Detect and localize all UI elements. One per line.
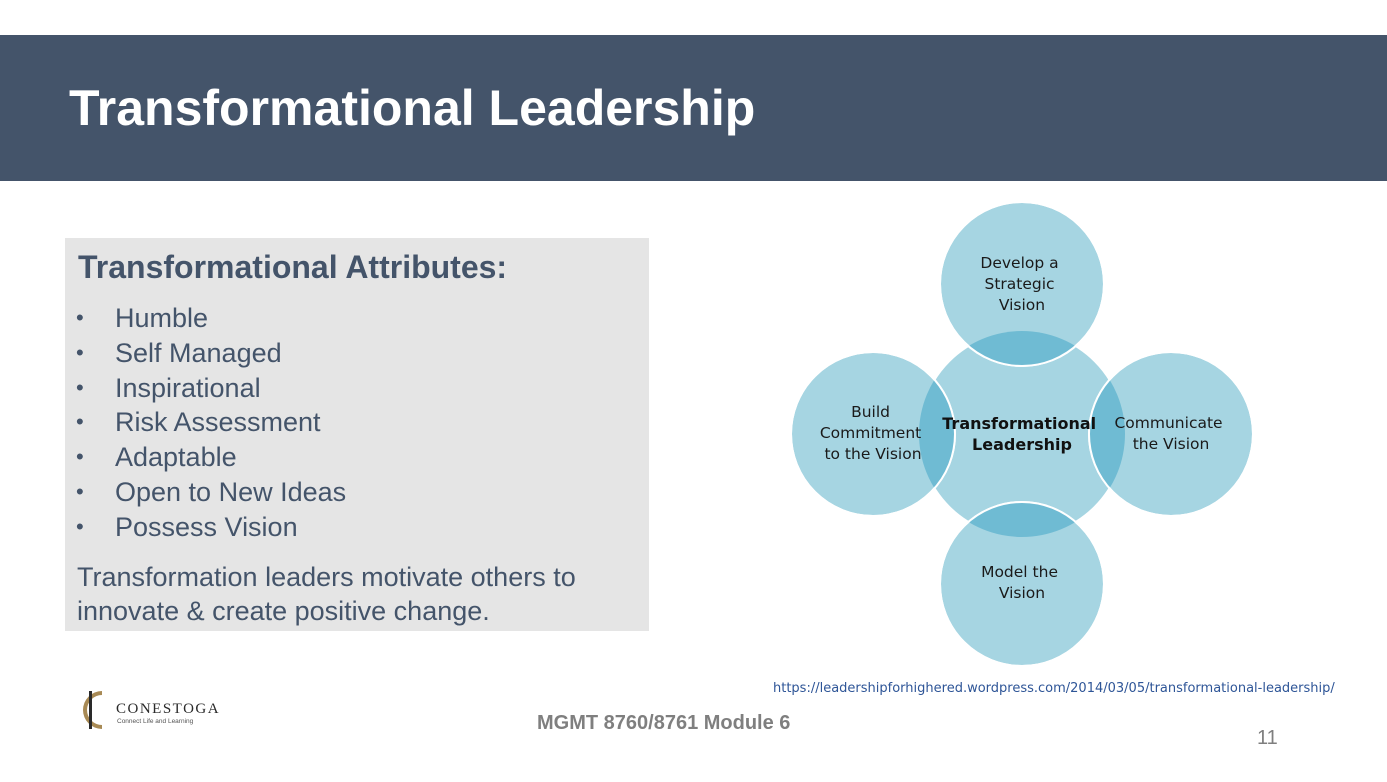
- list-item: • Risk Assessment: [76, 405, 346, 440]
- bullet-icon: •: [76, 339, 84, 365]
- title-bar: [0, 35, 1387, 181]
- page-number: 11: [1257, 727, 1278, 749]
- list-item-label: Humble: [115, 303, 209, 333]
- list-item-label: Inspirational: [115, 372, 261, 403]
- logo-mark-icon: [82, 691, 102, 729]
- bullet-icon: •: [76, 444, 84, 470]
- logo-wordmark: CONESTOGA: [116, 701, 221, 717]
- attributes-heading: Transformational Attributes:: [78, 249, 508, 285]
- bullet-icon: •: [76, 374, 84, 400]
- bullet-icon: •: [76, 478, 84, 504]
- list-item-label: Risk Assessment: [115, 407, 321, 438]
- list-item: • Adaptable: [76, 440, 346, 475]
- bullet-icon: •: [76, 513, 84, 539]
- bullet-icon: •: [76, 305, 84, 330]
- list-item: • Inspirational: [76, 371, 346, 406]
- attributes-panel: [65, 238, 649, 631]
- source-link[interactable]: https://leadershipforhighered.wordpress.…: [773, 681, 1335, 696]
- list-item-label: Possess Vision: [115, 511, 298, 542]
- top-label: Develop a Strategic Vision: [980, 254, 1063, 314]
- footer-course-label: MGMT 8760/8761 Module 6: [537, 712, 791, 734]
- attributes-summary: Transformation leaders motivate others t…: [77, 562, 576, 626]
- list-item: • Humble: [76, 301, 346, 336]
- leadership-cycle-diagram: Transformational Leadership Develop a St…: [790, 201, 1254, 667]
- right-label: Communicate the Vision: [1114, 414, 1227, 453]
- bottom-label: Model the Vision: [981, 563, 1063, 602]
- attributes-list: • Humble • Self Managed • Inspirational • Ri…: [76, 301, 346, 545]
- list-item-label: Adaptable: [115, 442, 237, 473]
- left-label: Build Commitment to the Vision: [820, 403, 926, 463]
- bullet-icon: •: [76, 409, 84, 435]
- list-item: • Open to New Ideas: [76, 475, 346, 510]
- list-item-label: Self Managed: [115, 337, 282, 368]
- conestoga-logo: [82, 691, 102, 729]
- list-item-label: Open to New Ideas: [115, 476, 347, 507]
- center-label: Transformational Leadership: [942, 414, 1101, 454]
- list-item: • Self Managed: [76, 336, 346, 371]
- logo-tagline: Connect Life and Learning: [117, 718, 194, 725]
- slide-title: Transformational Leadership: [69, 80, 756, 136]
- list-item: • Possess Vision: [76, 510, 346, 545]
